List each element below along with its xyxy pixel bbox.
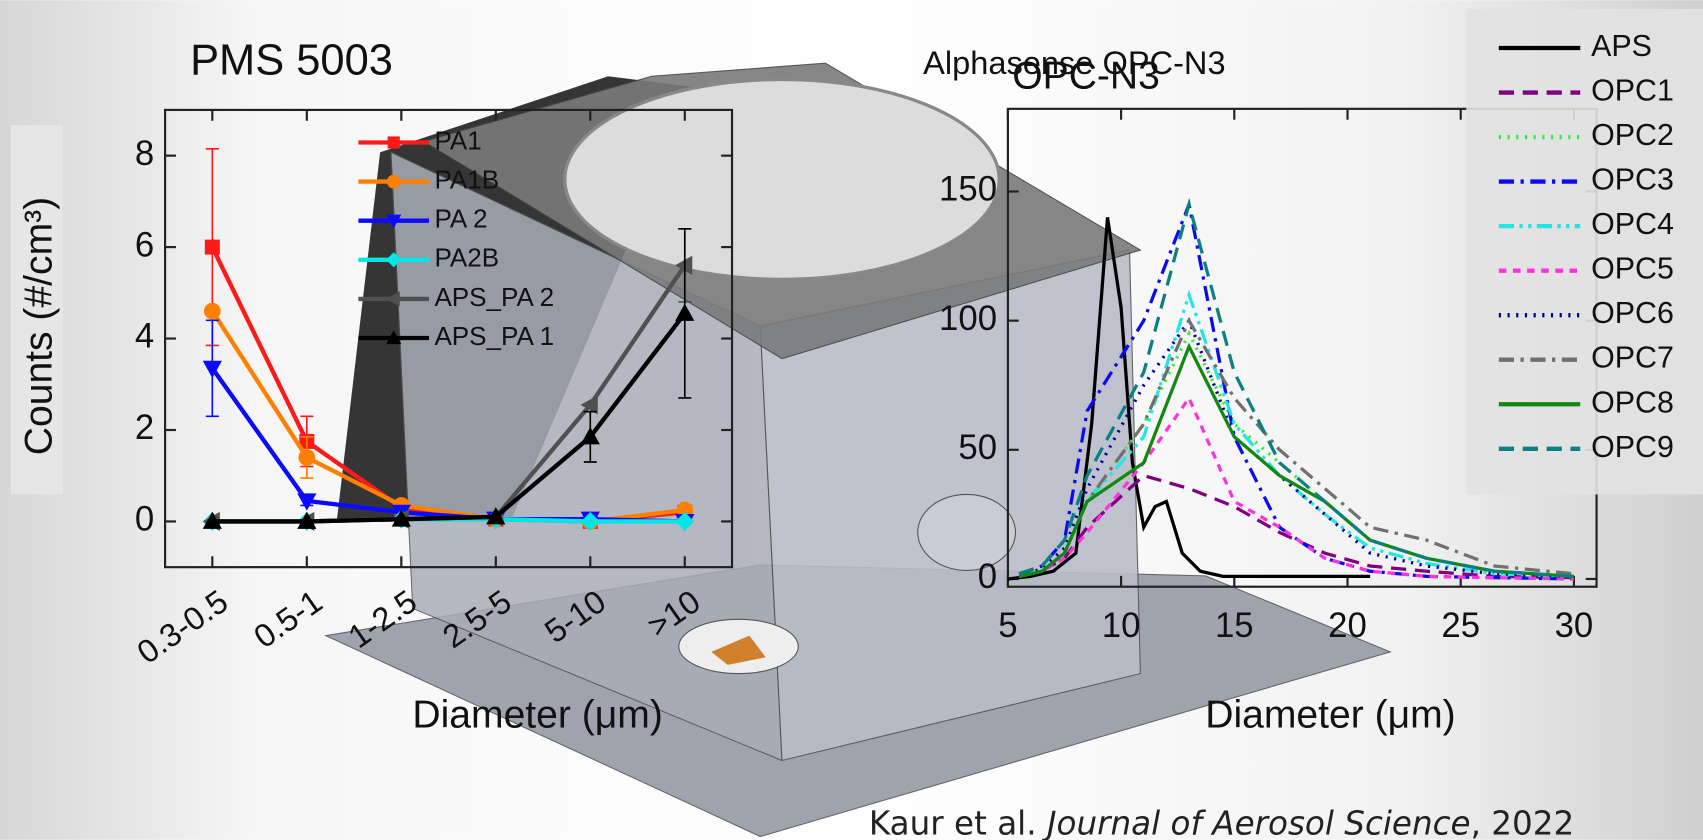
legend-label: PA1 bbox=[434, 125, 481, 155]
chart-title: PMS 5003 bbox=[190, 37, 393, 85]
y-tick-label: 6 bbox=[135, 226, 154, 264]
x-tick-label: 15 bbox=[1215, 607, 1254, 645]
citation-authors: Kaur et al. bbox=[869, 805, 1037, 840]
x-axis-label: Diameter (μm) bbox=[412, 693, 662, 736]
y-tick-label: 50 bbox=[958, 429, 997, 467]
legend-label: APS_PA 2 bbox=[434, 282, 554, 312]
legend-label: OPC7 bbox=[1591, 341, 1674, 375]
x-tick-label: 25 bbox=[1441, 607, 1480, 645]
legend-label: APS_PA 1 bbox=[434, 321, 554, 351]
y-tick-label: 0 bbox=[978, 558, 997, 596]
data-point bbox=[205, 303, 221, 319]
legend-label: OPC1 bbox=[1591, 74, 1674, 108]
legend-label: OPC9 bbox=[1591, 430, 1674, 464]
citation-journal: Journal of Aerosol Science bbox=[1041, 805, 1471, 840]
citation-year: , 2022 bbox=[1471, 805, 1575, 840]
legend-label: OPC5 bbox=[1591, 252, 1674, 286]
legend-label: PA1B bbox=[434, 164, 499, 194]
chart-subtitle: OPC-N3 bbox=[1012, 55, 1160, 98]
device-inlet bbox=[918, 494, 1016, 570]
y-tick-label: 0 bbox=[135, 501, 154, 539]
y-tick-label: 100 bbox=[939, 300, 997, 338]
y-tick-label: 4 bbox=[135, 318, 154, 356]
legend-label: OPC4 bbox=[1591, 207, 1674, 241]
x-tick-label: 20 bbox=[1328, 607, 1367, 645]
legend-label: OPC8 bbox=[1591, 385, 1674, 419]
legend-marker bbox=[387, 175, 401, 189]
legend-label: APS bbox=[1591, 29, 1652, 63]
legend-label: OPC3 bbox=[1591, 163, 1674, 197]
y-tick-label: 8 bbox=[135, 135, 154, 173]
slide: PMS 5003 Diameter (μm) Counts (#/cm³) 0 2 4 6 8… bbox=[0, 0, 1703, 840]
legend-label: OPC6 bbox=[1591, 296, 1674, 330]
data-point bbox=[205, 240, 219, 254]
citation: Kaur et al. Journal of Aerosol Science, … bbox=[869, 805, 1574, 840]
data-point bbox=[299, 450, 315, 466]
x-tick-label: 30 bbox=[1555, 607, 1594, 645]
y-tick-label: 2 bbox=[135, 409, 154, 447]
legend-label: PA2B bbox=[434, 243, 499, 273]
page: PMS 5003 Diameter (μm) Counts (#/cm³) 0 2 4 6 8… bbox=[0, 0, 1703, 840]
y-axis-label: Counts (#/cm³) bbox=[18, 197, 61, 455]
x-axis-label: Diameter (μm) bbox=[1205, 693, 1455, 736]
y-tick-label: 150 bbox=[939, 171, 997, 209]
x-tick-label: 5 bbox=[998, 607, 1017, 645]
legend-label: OPC2 bbox=[1591, 118, 1674, 152]
legend-marker bbox=[388, 136, 400, 148]
legend-label: PA 2 bbox=[434, 204, 487, 234]
x-tick-label: 10 bbox=[1102, 607, 1141, 645]
